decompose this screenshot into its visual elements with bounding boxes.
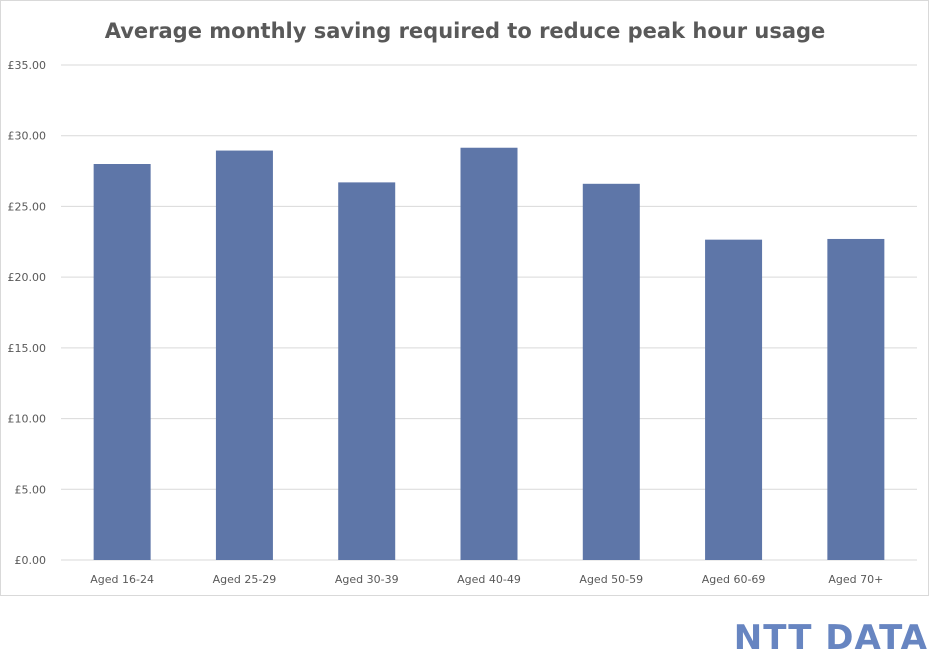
y-tick-label: £30.00 [8, 130, 47, 143]
x-category-label: Aged 16-24 [90, 573, 154, 586]
bar-aged-60-69 [705, 239, 763, 560]
x-category-label: Aged 70+ [828, 573, 883, 586]
bar-aged-40-49 [460, 147, 518, 560]
bar-aged-50-59 [582, 183, 640, 561]
y-tick-label: £25.00 [8, 200, 47, 213]
y-tick-label: £5.00 [15, 483, 47, 496]
bar-chart: Average monthly saving required to reduc… [8, 19, 917, 586]
chart-frame: Average monthly saving required to reduc… [0, 0, 929, 596]
x-category-label: Aged 60-69 [702, 573, 766, 586]
x-category-label: Aged 30-39 [335, 573, 399, 586]
y-tick-label: £15.00 [8, 342, 47, 355]
y-axis-tick-labels: £0.00 £5.00 £10.00 £15.00 £20.00 £25.00 £30.00… [8, 59, 47, 567]
x-category-label: Aged 50-59 [579, 573, 643, 586]
y-tick-label: £35.00 [8, 59, 47, 72]
bar-aged-25-29 [215, 150, 273, 561]
bar-aged-16-24 [93, 164, 151, 560]
x-category-label: Aged 25-29 [213, 573, 277, 586]
bar-aged-70 [827, 238, 885, 560]
y-tick-label: £10.00 [8, 413, 47, 426]
bars [93, 147, 885, 561]
x-category-label: Aged 40-49 [457, 573, 521, 586]
chart-title: Average monthly saving required to reduc… [105, 19, 826, 43]
y-tick-label: £20.00 [8, 271, 47, 284]
x-axis-category-labels: Aged 16-24 Aged 25-29 Aged 30-39 Aged 40-49… [90, 573, 883, 586]
y-tick-label: £0.00 [15, 554, 47, 567]
ntt-data-logo: NTT DATA [733, 618, 928, 658]
bar-aged-30-39 [338, 182, 396, 560]
